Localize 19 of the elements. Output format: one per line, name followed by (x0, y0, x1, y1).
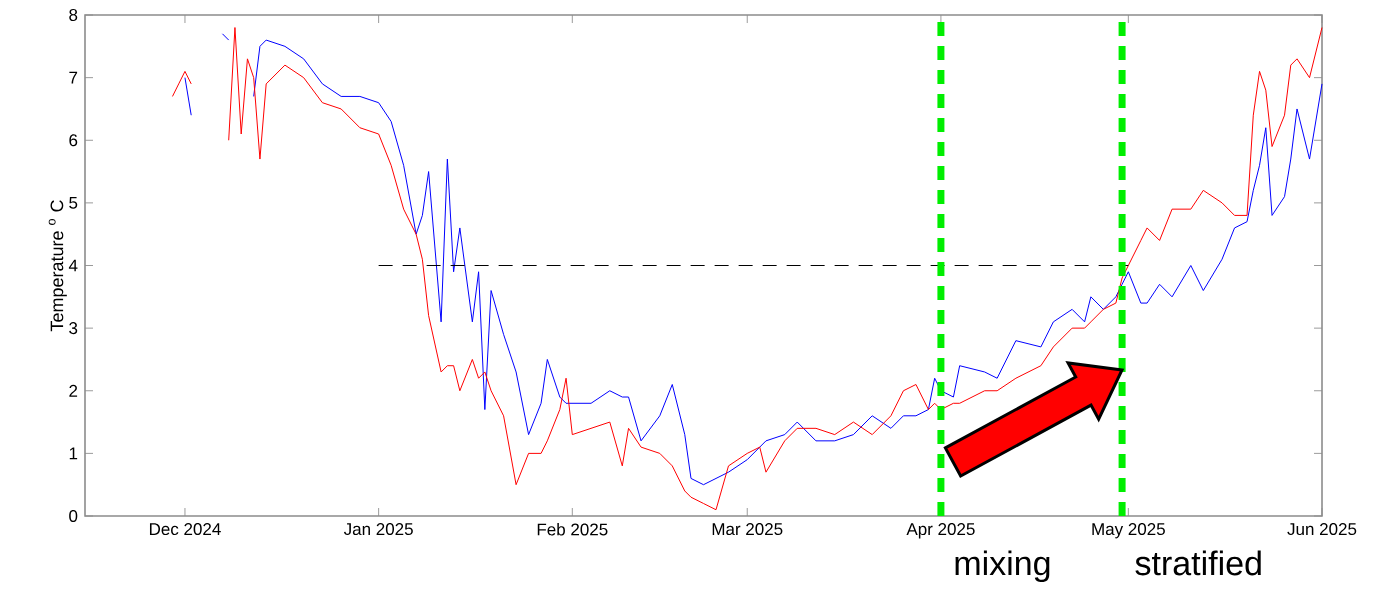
y-tick-label: 4 (68, 259, 78, 272)
y-tick-label: 5 (69, 196, 78, 209)
y-tick-label: 0 (69, 509, 78, 523)
y-tick-label: 7 (69, 71, 78, 84)
x-tick-label: Jan 2025 (343, 523, 413, 536)
ref-line-label: stratified (1135, 550, 1261, 576)
x-tick-label: Jun 2025 (1287, 523, 1357, 536)
x-tick-label: May 2025 (1092, 523, 1165, 539)
x-tick-label: Mar 2025 (712, 523, 783, 536)
y-tick-label: 2 (69, 384, 78, 397)
y-axis-title: Temperature $^{o}$ C (48, 200, 67, 332)
y-tick-label: 8 (69, 8, 78, 22)
x-tick-label: Feb 2025 (537, 523, 608, 536)
y-tick-label: 6 (69, 134, 78, 147)
y-tick-label: 1 (69, 447, 78, 460)
y-tick-label: 3 (69, 322, 78, 335)
ref-line-label: mixing (955, 550, 1050, 583)
x-tick-label: Dec 2024 (149, 523, 221, 536)
x-tick-label: Apr 2025 (906, 523, 975, 539)
